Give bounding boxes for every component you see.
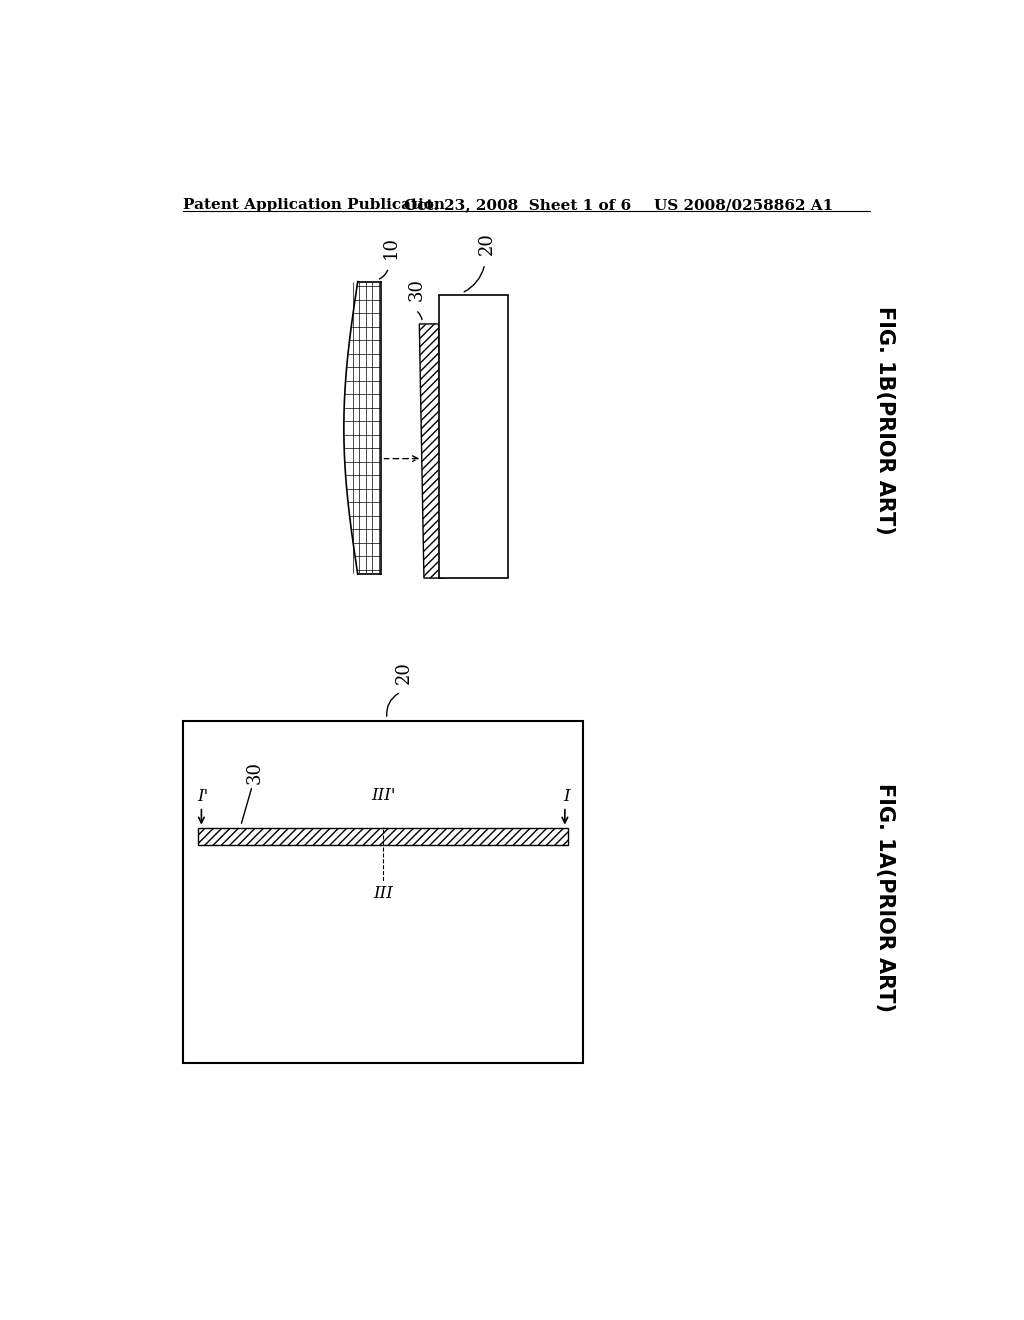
Text: Oct. 23, 2008  Sheet 1 of 6: Oct. 23, 2008 Sheet 1 of 6 — [403, 198, 631, 213]
Text: I': I' — [197, 788, 208, 805]
Text: III': III' — [371, 787, 395, 804]
Bar — [183, 721, 584, 1063]
Text: 10: 10 — [382, 235, 399, 259]
Text: FIG. 1B(PRIOR ART): FIG. 1B(PRIOR ART) — [876, 306, 895, 535]
Text: III: III — [373, 886, 393, 903]
Text: 30: 30 — [246, 760, 263, 784]
Text: 20: 20 — [478, 232, 496, 255]
Polygon shape — [419, 323, 443, 578]
Text: I: I — [563, 788, 569, 805]
Bar — [199, 829, 568, 845]
Text: 20: 20 — [395, 661, 413, 684]
Text: US 2008/0258862 A1: US 2008/0258862 A1 — [654, 198, 834, 213]
Text: 30: 30 — [408, 277, 426, 301]
Bar — [438, 296, 508, 578]
Polygon shape — [344, 281, 381, 574]
Text: FIG. 1A(PRIOR ART): FIG. 1A(PRIOR ART) — [876, 783, 895, 1012]
Text: Patent Application Publication: Patent Application Publication — [183, 198, 444, 213]
